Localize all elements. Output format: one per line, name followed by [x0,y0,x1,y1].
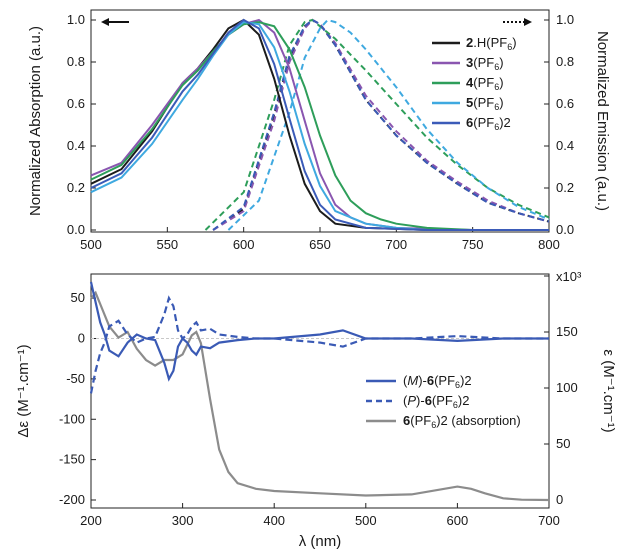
bottom-legend: (M)-6(PF6)2 (P)-6(PF6)2 6(PF6)2 (absorptio… [366,373,521,430]
bottom-y-tick-label: 0 [78,331,85,346]
emission-line-4 [227,18,550,231]
top-y2-axis-label: Normalized Emission (a.u.) [594,31,611,211]
bottom-y2-ticks: 0 50 100 150 [544,275,578,507]
top-y2-tick-label: 0.8 [556,54,574,69]
bottom-x-tick-label: 600 [447,513,469,528]
top-y2-ticks: 0.0 0.2 0.4 0.6 0.8 1.0 [544,12,574,237]
top-x-tick-label: 550 [156,237,178,252]
bottom-y-tick-label: -200 [59,492,85,507]
bottom-x-tick-label: 500 [355,513,377,528]
bottom-panel: 200 300 400 500 600 700 -200 -150 -100 -50 0 50 0 5… [15,269,617,550]
bottom-y2-tick-label: 50 [556,436,570,451]
top-y-tick-label: 0.8 [67,54,85,69]
legend-label-2: 3(PF6) [466,55,504,72]
bottom-x-ticks: 200 300 400 500 600 700 [80,503,560,528]
cd-series-line-3 [90,290,550,502]
top-y2-tick-label: 1.0 [556,12,574,27]
top-y2-tick-label: 0.0 [556,222,574,237]
top-y2-tick-label: 0.4 [556,138,574,153]
bottom-y-tick-label: -50 [66,371,85,386]
top-y-tick-label: 0.0 [67,222,85,237]
legend-label-3: 4(PF6) [466,75,504,92]
top-series-group [90,18,550,231]
top-x-tick-label: 600 [233,237,255,252]
top-y-ticks: 0.0 0.2 0.4 0.6 0.8 1.0 [67,12,96,237]
bottom-x-tick-label: 400 [263,513,285,528]
legend-label-4: 5(PF6) [466,95,504,112]
top-x-tick-label: 500 [80,237,102,252]
bottom-y2-axis-label: ε (M⁻¹.cm⁻¹) [600,349,617,432]
legend-label-1: 2.H(PF6) [466,35,517,52]
top-y-tick-label: 0.6 [67,96,85,111]
legend-label-5: 6(PF6)2 [466,115,511,132]
emission-line-5 [212,18,550,231]
top-x-tick-label: 650 [309,237,331,252]
bottom-y2-tick-label: 0 [556,492,563,507]
cd-series-line-2 [89,295,549,394]
top-x-tick-label: 750 [462,237,484,252]
top-y-tick-label: 0.2 [67,180,85,195]
top-x-tick-label: 800 [538,237,560,252]
top-y-tick-label: 0.4 [67,138,85,153]
bottom-plot-frame [90,273,550,509]
bottom-y-tick-label: 50 [71,290,85,305]
emission-arrow-icon [503,18,532,26]
emission-line-3 [204,18,550,231]
top-y2-tick-label: 0.2 [556,180,574,195]
top-y-tick-label: 1.0 [67,12,85,27]
bottom-x-tick-label: 300 [172,513,194,528]
top-panel: 500 550 600 650 700 750 800 0.0 0.2 0.4 0.6 0.8 1.0… [27,9,611,252]
cd-series-line-1 [89,281,549,382]
bottom-y-tick-label: -150 [59,452,85,467]
bottom-legend-label-3: 6(PF6)2 (absorption) [403,413,521,430]
bottom-y2-tick-label: 150 [556,324,578,339]
bottom-y-axis-label: Δε (M⁻¹.cm⁻¹) [15,344,32,437]
bottom-x-axis-label: λ (nm) [299,533,342,550]
bottom-legend-label-2: (P)-6(PF6)2 [403,393,469,410]
absorption-line-3 [90,21,549,231]
absorption-line-5 [90,18,549,231]
top-legend: 2.H(PF6) 3(PF6) 4(PF6) 5(PF6) 6(PF6)2 [432,35,517,132]
bottom-y-tick-label: -100 [59,411,85,426]
top-y2-tick-label: 0.6 [556,96,574,111]
top-y-axis-label: Normalized Absorption (a.u.) [27,26,44,216]
bottom-series-group [89,281,550,502]
top-x-tick-label: 700 [385,237,407,252]
bottom-x-tick-label: 700 [538,513,560,528]
bottom-y-ticks: -200 -150 -100 -50 0 50 [59,290,96,507]
bottom-x-tick-label: 200 [80,513,102,528]
y2-exponent-label: x10³ [556,269,582,284]
bottom-legend-label-1: (M)-6(PF6)2 [403,373,472,390]
absorption-arrow-icon [101,18,129,26]
bottom-y2-tick-label: 100 [556,380,578,395]
